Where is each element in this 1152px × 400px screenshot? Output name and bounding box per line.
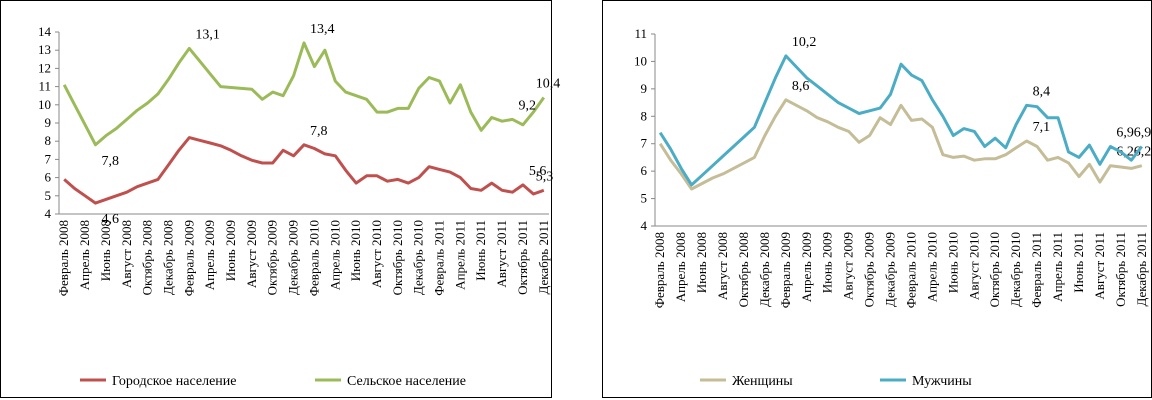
y-tick-label: 9	[641, 81, 648, 96]
data-label: 9,2	[519, 98, 537, 113]
data-label: 5,3	[536, 169, 554, 184]
data-label: 13,4	[310, 22, 335, 37]
y-tick-label: 4	[45, 206, 52, 221]
x-tick-label: Декабрь 2008	[757, 232, 772, 307]
y-tick-label: 11	[38, 79, 51, 94]
y-tick-label: 11	[634, 26, 647, 41]
x-tick-label: Февраль 2009	[778, 232, 793, 308]
data-label: 10,2	[792, 35, 817, 50]
data-label: 6,2	[1134, 145, 1152, 160]
x-tick-label: Октябрь 2010	[390, 220, 405, 295]
legend-label: Мужчины	[912, 374, 972, 389]
x-tick-label: Декабрь 2010	[1008, 232, 1023, 307]
x-tick-label: Август 2010	[369, 220, 384, 288]
data-label: 10,4	[536, 77, 561, 92]
x-tick-label: Апрель 2011	[1050, 232, 1065, 302]
y-tick-label: 5	[641, 191, 648, 206]
x-tick-label: Декабрь 2011	[536, 220, 551, 295]
x-tick-label: Июнь 2008	[694, 232, 709, 293]
x-tick-label: Июнь 2009	[820, 232, 835, 293]
x-tick-label: Декабрь 2010	[411, 220, 426, 295]
x-tick-label: Октябрь 2008	[140, 220, 155, 295]
x-tick-label: Июнь 2011	[473, 220, 488, 281]
y-tick-label: 10	[38, 97, 51, 112]
series-line	[658, 98, 1143, 191]
x-tick-label: Август 2008	[715, 232, 730, 300]
x-tick-label: Декабрь 2011	[1134, 232, 1149, 307]
x-tick-label: Октябрь 2009	[862, 232, 877, 307]
x-tick-label: Август 2011	[1092, 232, 1107, 300]
x-tick-label: Февраль 2009	[181, 220, 196, 296]
x-tick-label: Февраль 2008	[56, 220, 71, 296]
data-label: 7,8	[101, 154, 119, 169]
legend-label: Сельское население	[347, 374, 466, 389]
panel-border	[602, 0, 1152, 398]
x-tick-label: Август 2008	[119, 220, 134, 288]
data-label: 5,6	[529, 164, 547, 179]
y-tick-label: 9	[45, 115, 52, 130]
x-tick-label: Октябрь 2011	[1113, 232, 1128, 307]
series-line	[62, 41, 546, 147]
x-tick-label: Декабрь 2009	[286, 220, 301, 295]
y-tick-label: 5	[45, 188, 52, 203]
legend-label: Городское население	[112, 374, 236, 389]
x-tick-label: Октябрь 2009	[265, 220, 280, 295]
x-tick-label: Август 2009	[841, 232, 856, 300]
x-tick-label: Февраль 2008	[652, 232, 667, 308]
series-line	[63, 136, 545, 205]
y-tick-label: 7	[45, 151, 52, 166]
data-label: 6,9	[1116, 125, 1134, 140]
data-label: 8,6	[792, 79, 810, 94]
y-tick-label: 8	[641, 108, 648, 123]
x-tick-label: Декабрь 2009	[883, 232, 898, 307]
x-tick-label: Июнь 2010	[348, 220, 363, 281]
y-tick-label: 13	[38, 42, 51, 57]
y-tick-label: 6	[641, 163, 648, 178]
y-tick-label: 6	[45, 170, 52, 185]
x-tick-label: Июнь 2010	[945, 232, 960, 293]
x-tick-label: Апрель 2010	[327, 220, 342, 290]
x-tick-label: Февраль 2010	[903, 232, 918, 308]
x-tick-label: Июнь 2009	[223, 220, 238, 281]
data-label: 6,2	[1116, 145, 1134, 160]
data-label: 13,1	[195, 27, 220, 42]
x-tick-label: Апрель 2009	[202, 220, 217, 290]
data-label: 4,6	[101, 212, 119, 227]
y-tick-label: 4	[641, 218, 648, 233]
legend-label: Женщины	[732, 374, 793, 389]
x-tick-label: Октябрь 2008	[736, 232, 751, 307]
y-tick-label: 8	[45, 133, 52, 148]
data-label: 7,1	[1033, 120, 1051, 135]
panel-border	[0, 0, 552, 398]
y-tick-label: 12	[38, 60, 51, 75]
y-tick-label: 14	[38, 24, 52, 39]
series-line	[658, 54, 1143, 187]
data-label: 6,9	[1134, 125, 1152, 140]
y-tick-label: 7	[641, 136, 648, 151]
data-label: 8,4	[1033, 84, 1051, 99]
x-tick-label: Апрель 2008	[77, 220, 92, 290]
x-tick-label: Февраль 2011	[1029, 232, 1044, 308]
x-tick-label: Июнь 2011	[1071, 232, 1086, 293]
x-tick-label: Апрель 2011	[452, 220, 467, 290]
y-tick-label: 10	[634, 53, 647, 68]
x-tick-label: Декабрь 2008	[160, 220, 175, 295]
x-tick-label: Август 2011	[494, 220, 509, 288]
x-tick-label: Апрель 2009	[799, 232, 814, 302]
data-label: 7,8	[310, 124, 328, 139]
x-tick-label: Апрель 2010	[924, 232, 939, 302]
x-tick-label: Апрель 2008	[673, 232, 688, 302]
x-tick-label: Февраль 2010	[306, 220, 321, 296]
x-tick-label: Июнь 2008	[98, 220, 113, 281]
x-tick-label: Август 2010	[966, 232, 981, 300]
x-tick-label: Октябрь 2011	[515, 220, 530, 295]
x-tick-label: Август 2009	[244, 220, 259, 288]
x-tick-label: Октябрь 2010	[987, 232, 1002, 307]
x-tick-label: Февраль 2011	[432, 220, 447, 296]
